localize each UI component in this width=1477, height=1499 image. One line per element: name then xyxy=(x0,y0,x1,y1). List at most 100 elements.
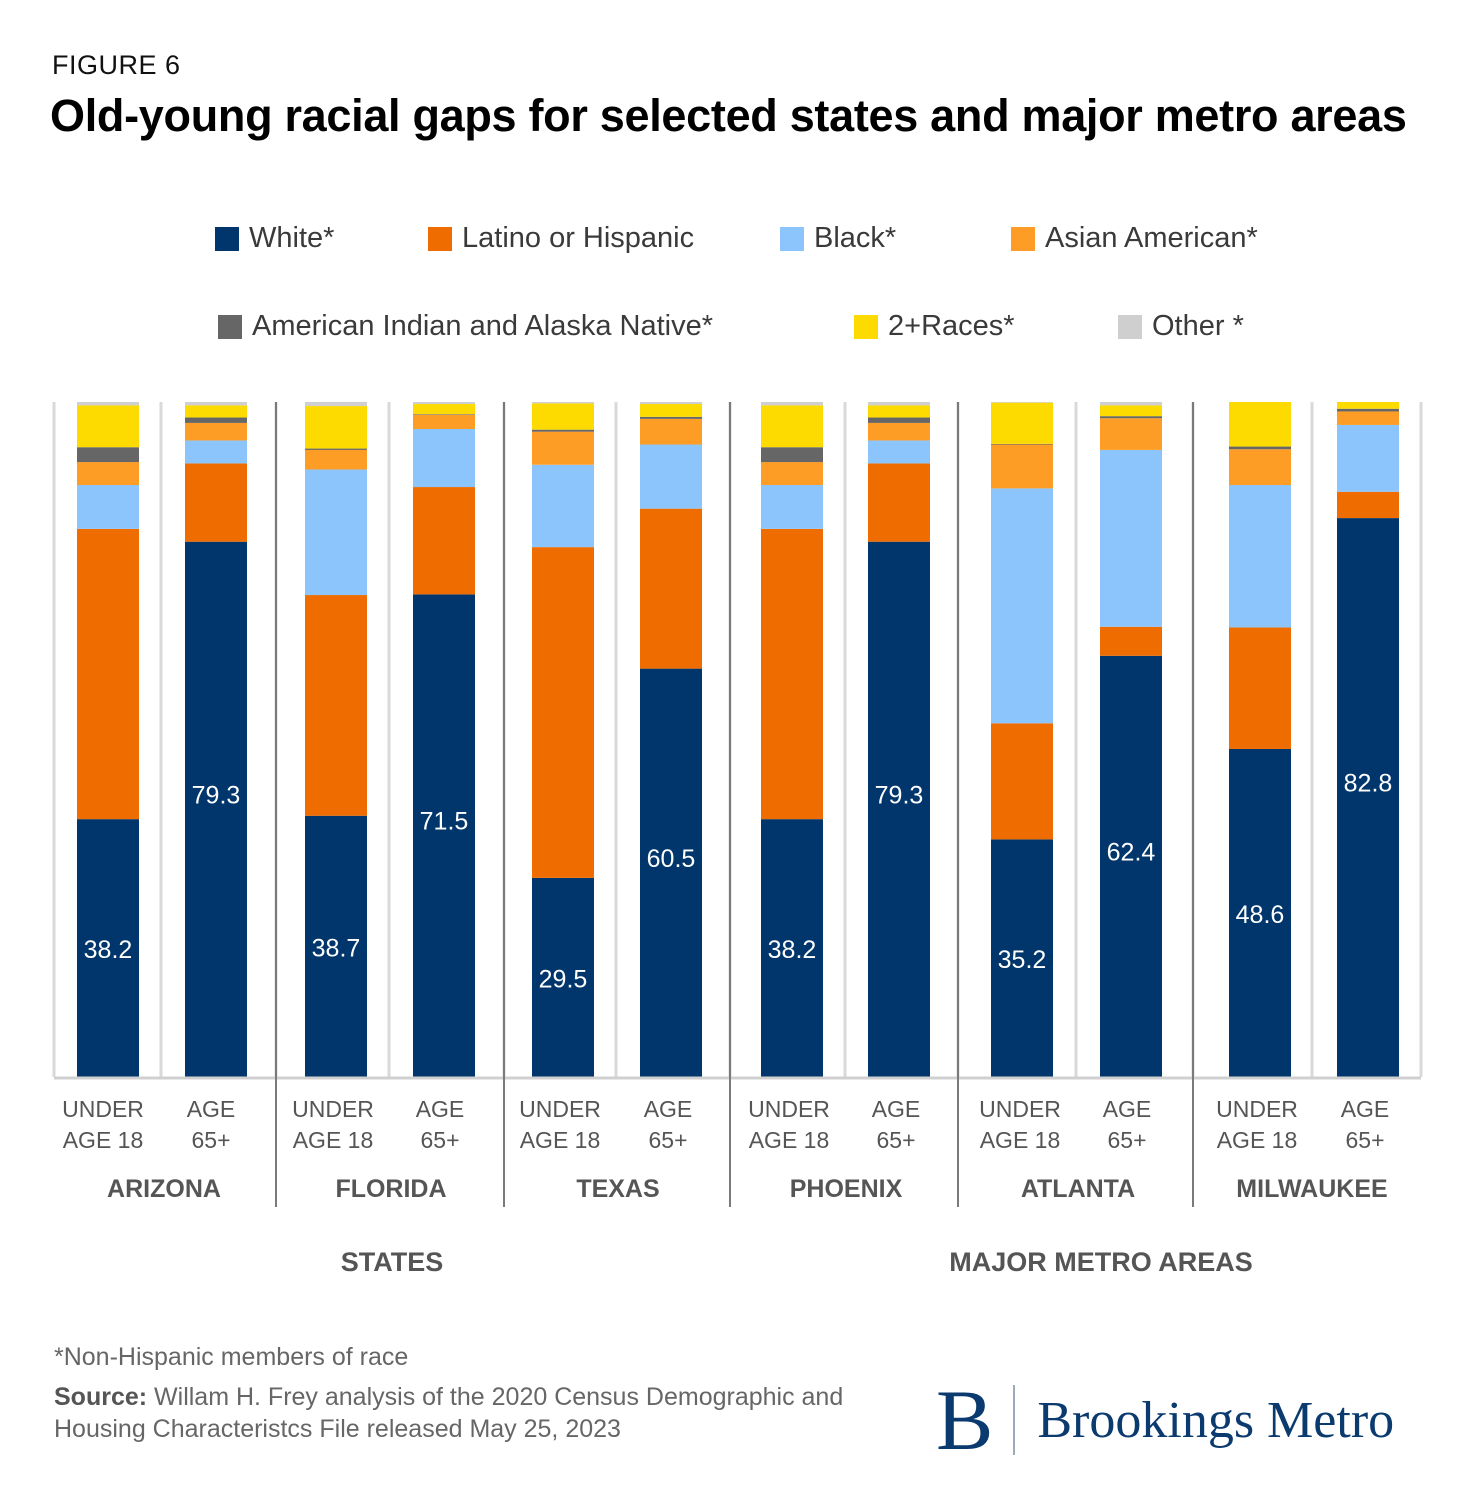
bar-segment xyxy=(77,405,139,448)
bar-segment xyxy=(1229,449,1291,486)
category-label: AGE 18 xyxy=(520,1127,601,1153)
category-label: AGE xyxy=(1341,1096,1390,1122)
legend-item: Asian American* xyxy=(1011,222,1258,255)
bar-segment xyxy=(1229,402,1291,447)
bar-segment xyxy=(185,541,247,1077)
legend-item: American Indian and Alaska Native* xyxy=(218,310,713,343)
bar-segment xyxy=(868,541,930,1077)
group-label: TEXAS xyxy=(576,1175,659,1203)
bar-segment xyxy=(532,877,594,1077)
bar-segment xyxy=(305,595,367,816)
group-label: PHOENIX xyxy=(790,1175,903,1203)
source-note: Source: Willam H. Frey analysis of the 2… xyxy=(54,1381,894,1445)
category-label: UNDER xyxy=(979,1096,1061,1122)
category-label: 65+ xyxy=(648,1127,687,1153)
stacked-bar-chart: 38.2 UNDER AGE 18 79.3 AGE 65+ ARIZONA 38.7 UNDE… xyxy=(52,402,1423,1277)
bar-segment xyxy=(413,404,475,415)
bar-segment xyxy=(1337,424,1399,492)
bar-segment xyxy=(77,819,139,1077)
group-label: ARIZONA xyxy=(107,1175,221,1203)
bar-segment xyxy=(413,487,475,595)
data-label: 60.5 xyxy=(647,845,696,873)
category-label: AGE xyxy=(1103,1096,1152,1122)
category-label: UNDER xyxy=(62,1096,144,1122)
legend-swatch xyxy=(218,314,242,339)
category-label: AGE 18 xyxy=(980,1127,1061,1153)
category-label: 65+ xyxy=(191,1127,230,1153)
data-label: 48.6 xyxy=(1236,901,1285,929)
chart-title: Old-young racial gaps for selected state… xyxy=(50,90,1407,141)
bar-segment xyxy=(640,416,702,419)
legend-swatch xyxy=(1118,314,1142,339)
bar-segment xyxy=(991,443,1053,445)
bar-segment xyxy=(532,547,594,878)
bar-segment xyxy=(77,447,139,463)
bar-segment xyxy=(868,440,930,464)
data-label: 29.5 xyxy=(539,965,588,993)
group-label: MILWAUKEE xyxy=(1236,1175,1387,1203)
data-label: 82.8 xyxy=(1344,770,1393,798)
data-label: 38.2 xyxy=(84,936,133,964)
bar-segment xyxy=(761,528,823,820)
bar-segment xyxy=(532,429,594,432)
bar-segment xyxy=(761,485,823,529)
bar-segment xyxy=(761,462,823,486)
bar-segment xyxy=(868,405,930,418)
logo-name: Brookings Metro xyxy=(1037,1391,1395,1449)
supergroup-label: MAJOR METRO AREAS xyxy=(949,1247,1253,1277)
legend-item: White* xyxy=(215,222,334,255)
category-label: AGE xyxy=(187,1096,236,1122)
legend-label: Asian American* xyxy=(1045,222,1258,254)
bar-segment xyxy=(77,485,139,529)
data-label: 79.3 xyxy=(192,781,241,809)
legend-label: Other * xyxy=(1152,310,1244,342)
logo-letter: B xyxy=(936,1372,994,1468)
bar-segment xyxy=(1337,491,1399,519)
legend-label: Black* xyxy=(814,222,897,254)
data-label: 62.4 xyxy=(1107,838,1156,866)
category-label: UNDER xyxy=(1216,1096,1298,1122)
source-label: Source: xyxy=(54,1383,148,1411)
legend-swatch xyxy=(215,226,239,251)
bar-segment xyxy=(991,488,1053,724)
supergroup-label: STATES xyxy=(341,1247,444,1277)
group-label: FLORIDA xyxy=(335,1175,446,1203)
bar-segment xyxy=(1229,485,1291,628)
bar-segment xyxy=(532,403,594,430)
category-label: AGE 18 xyxy=(1217,1127,1298,1153)
legend-swatch xyxy=(854,314,878,339)
bar-segment xyxy=(1100,449,1162,627)
bar-segment xyxy=(761,405,823,448)
bar-segment xyxy=(413,402,475,405)
legend-swatch xyxy=(428,226,452,251)
bar-segment xyxy=(185,417,247,423)
bar-segment xyxy=(77,402,139,406)
data-label: 38.2 xyxy=(768,936,817,964)
bar-segment xyxy=(185,440,247,464)
bar-segment xyxy=(413,414,475,429)
bar-segment xyxy=(1337,518,1399,1077)
bar-segment xyxy=(413,594,475,1077)
category-label: AGE 18 xyxy=(293,1127,374,1153)
bar-segment xyxy=(640,668,702,1077)
category-label: 65+ xyxy=(876,1127,915,1153)
bar-segment xyxy=(1337,411,1399,425)
legend-item: 2+Races* xyxy=(854,310,1015,343)
bar-segment xyxy=(185,463,247,542)
bar-segment xyxy=(1337,402,1399,409)
bar-segment xyxy=(532,464,594,548)
logo-divider xyxy=(1013,1385,1016,1455)
bar-segment xyxy=(991,839,1053,1077)
bar-segment xyxy=(1100,416,1162,419)
category-label: UNDER xyxy=(748,1096,830,1122)
bar-segment xyxy=(1100,405,1162,417)
group-label: ATLANTA xyxy=(1021,1175,1135,1203)
bar-segment xyxy=(305,815,367,1077)
bar-segment xyxy=(991,402,1053,444)
bar-segment xyxy=(1100,402,1162,406)
legend-swatch xyxy=(780,226,804,251)
bar-segment xyxy=(1100,626,1162,656)
bar-segment xyxy=(1100,655,1162,1077)
bar-segment xyxy=(991,723,1053,840)
legend-label: American Indian and Alaska Native* xyxy=(252,310,714,342)
